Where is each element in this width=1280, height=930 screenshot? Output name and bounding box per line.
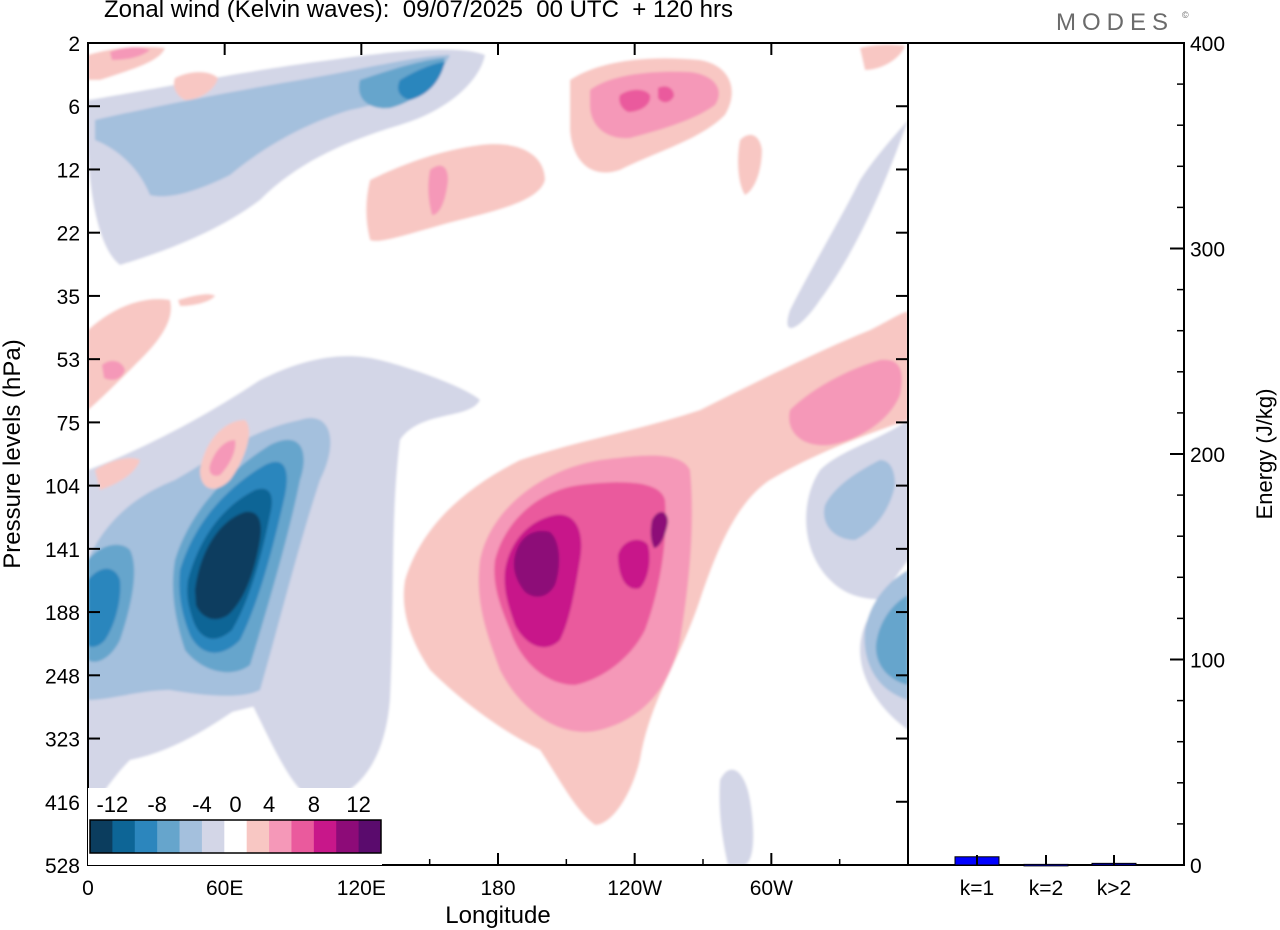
colorbar: -12 -8 -4 0 4 8 12 — [88, 788, 382, 865]
colorbar-label: 0 — [229, 792, 241, 817]
energy-axis: 0 100 200 300 400 — [1170, 33, 1225, 878]
colorbar-swatch — [201, 820, 225, 853]
energy-tick-label: 200 — [1190, 444, 1225, 467]
contour-pos-upper-mag — [619, 89, 651, 112]
y-tick-label: 35 — [57, 286, 80, 309]
contour-pos-top-mid — [173, 72, 218, 100]
y-tick-label: 6 — [68, 96, 80, 119]
brand-copyright: © — [1182, 10, 1189, 20]
contour-pos-left-top2 — [110, 47, 150, 60]
contour-pos-upper-mid2 — [737, 134, 762, 195]
bar-category-label: k=2 — [1029, 877, 1063, 900]
contour-pos-left-100 — [95, 458, 140, 490]
contour-pos-core2 — [618, 539, 650, 589]
contour-neg-60e-core — [195, 511, 261, 620]
colorbar-swatch — [358, 820, 382, 853]
colorbar-label: -4 — [192, 792, 212, 817]
contour-neg-upper-core2 — [398, 62, 445, 100]
contour-pos-top-right — [860, 44, 905, 70]
y-tick-label: 22 — [57, 223, 80, 246]
longitude-axis: 0 60E 120E 180 120W 60W — [82, 43, 841, 900]
contour-pos-upper-pink — [590, 71, 719, 139]
contour-pos-left-53 — [88, 299, 171, 410]
colorbar-swatch — [90, 820, 113, 853]
contour-neg-left-core — [88, 568, 121, 647]
colorbar-label: -8 — [147, 792, 167, 817]
x-tick-label: 0 — [82, 877, 94, 900]
y-tick-label: 323 — [45, 729, 80, 752]
brand-logo: MODES — [1056, 9, 1175, 36]
chart-title: Zonal wind (Kelvin waves): 09/07/2025 00… — [104, 0, 733, 23]
colorbar-label: -12 — [96, 792, 128, 817]
colorbar-swatch — [291, 820, 315, 853]
x-tick-label: 120W — [607, 877, 662, 900]
y-tick-label: 12 — [57, 159, 80, 182]
y-tick-label: 53 — [57, 349, 80, 372]
colorbar-swatch — [336, 820, 360, 853]
y-tick-label: 528 — [45, 855, 80, 878]
y-tick-label: 248 — [45, 665, 80, 688]
x-tick-label: 120E — [337, 877, 386, 900]
y-tick-label: 2 — [68, 33, 80, 56]
energy-axis-title: Energy (J/kg) — [1252, 389, 1277, 520]
contour-pos-core3 — [650, 511, 668, 548]
contour-pos-right-mid — [789, 359, 902, 446]
pressure-axis: 2 6 12 22 35 53 75 104 141 188 248 323 416 528 — [45, 33, 908, 878]
energy-tick-label: 300 — [1190, 239, 1225, 262]
colorbar-swatch — [313, 820, 337, 853]
y-tick-label: 141 — [45, 539, 80, 562]
contour-pos-left-top — [88, 46, 165, 80]
wind-contour-field — [88, 43, 908, 865]
contour-neg-right-blue2 — [875, 595, 908, 685]
contour-pos-upper-mag2 — [658, 86, 674, 103]
colorbar-swatch — [112, 820, 136, 853]
colorbar-swatch — [246, 820, 270, 853]
colorbar-swatch — [224, 820, 248, 853]
x-axis-title: Longitude — [445, 902, 550, 929]
bar-category-label: k>2 — [1097, 877, 1131, 900]
energy-tick-label: 400 — [1190, 33, 1225, 56]
colorbar-swatch — [134, 820, 158, 853]
colorbar-swatch — [157, 820, 181, 853]
contour-pos-upper-band2 — [428, 165, 448, 215]
colorbar-label: 4 — [263, 792, 275, 817]
contour-neg-lower-center — [719, 769, 754, 865]
x-tick-label: 180 — [480, 877, 515, 900]
y-tick-label: 416 — [45, 792, 80, 815]
colorbar-label: 12 — [346, 792, 370, 817]
colorbar-swatch — [269, 820, 292, 853]
contour-neg-right-mid — [824, 460, 895, 540]
contour-pos-left-53-core — [102, 360, 125, 380]
x-tick-label: 60W — [750, 877, 793, 900]
colorbar-swatch — [179, 820, 203, 853]
contour-pos-left-104-core — [209, 440, 236, 476]
contour-pos-core — [513, 530, 560, 597]
energy-tick-label: 0 — [1190, 855, 1202, 878]
colorbar-frame — [89, 819, 382, 854]
y-axis-title: Pressure levels (hPa) — [0, 339, 26, 568]
contour-neg-right-band — [787, 120, 908, 329]
contour-pos-178 — [178, 294, 215, 306]
energy-tick-label: 100 — [1190, 650, 1225, 673]
y-tick-label: 75 — [57, 412, 80, 435]
bar-plot-frame — [907, 42, 1185, 866]
y-tick-label: 188 — [45, 602, 80, 625]
y-tick-label: 104 — [45, 476, 80, 499]
energy-bars: k=1 k=2 k>2 — [954, 855, 1137, 900]
colorbar-label: 8 — [308, 792, 320, 817]
bar-category-label: k=1 — [960, 877, 994, 900]
contour-pos-upper-band — [366, 144, 545, 241]
x-tick-label: 60E — [206, 877, 243, 900]
